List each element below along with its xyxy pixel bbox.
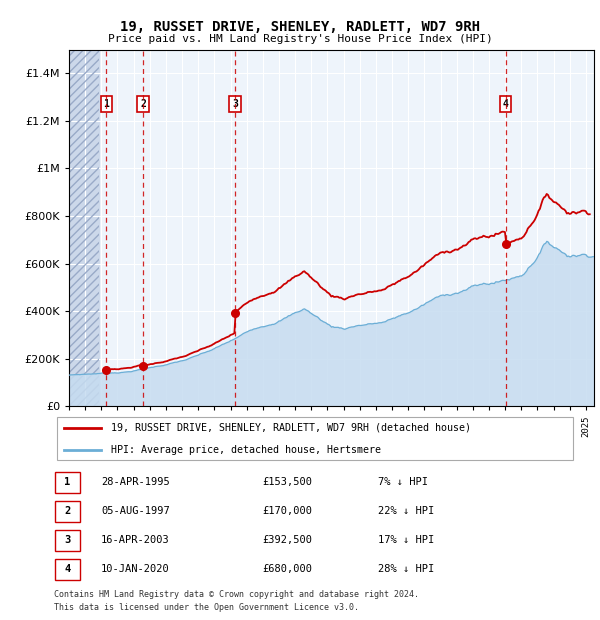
Text: 05-AUG-1997: 05-AUG-1997 xyxy=(101,506,170,516)
Text: 2: 2 xyxy=(140,99,146,109)
Text: 19, RUSSET DRIVE, SHENLEY, RADLETT, WD7 9RH (detached house): 19, RUSSET DRIVE, SHENLEY, RADLETT, WD7 … xyxy=(112,423,472,433)
FancyBboxPatch shape xyxy=(56,417,573,460)
Text: 16-APR-2003: 16-APR-2003 xyxy=(101,535,170,546)
FancyBboxPatch shape xyxy=(55,472,80,492)
Text: 7% ↓ HPI: 7% ↓ HPI xyxy=(377,477,428,487)
Bar xyxy=(69,50,99,406)
FancyBboxPatch shape xyxy=(55,501,80,521)
Text: 28-APR-1995: 28-APR-1995 xyxy=(101,477,170,487)
Text: 4: 4 xyxy=(64,564,71,575)
Text: HPI: Average price, detached house, Hertsmere: HPI: Average price, detached house, Hert… xyxy=(112,445,382,455)
Text: £153,500: £153,500 xyxy=(263,477,313,487)
Text: 1: 1 xyxy=(104,99,109,109)
FancyBboxPatch shape xyxy=(55,559,80,580)
Text: Contains HM Land Registry data © Crown copyright and database right 2024.: Contains HM Land Registry data © Crown c… xyxy=(54,590,419,600)
Text: Price paid vs. HM Land Registry's House Price Index (HPI): Price paid vs. HM Land Registry's House … xyxy=(107,34,493,44)
Text: 1: 1 xyxy=(64,477,71,487)
Text: 19, RUSSET DRIVE, SHENLEY, RADLETT, WD7 9RH: 19, RUSSET DRIVE, SHENLEY, RADLETT, WD7 … xyxy=(120,20,480,35)
Text: 10-JAN-2020: 10-JAN-2020 xyxy=(101,564,170,575)
Text: £680,000: £680,000 xyxy=(263,564,313,575)
Text: £170,000: £170,000 xyxy=(263,506,313,516)
Text: £392,500: £392,500 xyxy=(263,535,313,546)
Text: This data is licensed under the Open Government Licence v3.0.: This data is licensed under the Open Gov… xyxy=(54,603,359,612)
Text: 3: 3 xyxy=(64,535,71,546)
Text: 28% ↓ HPI: 28% ↓ HPI xyxy=(377,564,434,575)
Text: 4: 4 xyxy=(503,99,509,109)
FancyBboxPatch shape xyxy=(55,530,80,551)
Text: 22% ↓ HPI: 22% ↓ HPI xyxy=(377,506,434,516)
Text: 2: 2 xyxy=(64,506,71,516)
Text: 3: 3 xyxy=(232,99,238,109)
Bar xyxy=(69,50,99,406)
Text: 17% ↓ HPI: 17% ↓ HPI xyxy=(377,535,434,546)
